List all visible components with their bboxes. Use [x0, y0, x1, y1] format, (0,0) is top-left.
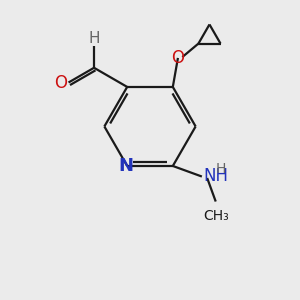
- Text: H: H: [88, 31, 100, 46]
- Text: H: H: [216, 162, 226, 176]
- Text: O: O: [54, 74, 67, 92]
- Text: NH: NH: [203, 167, 228, 185]
- Text: CH₃: CH₃: [203, 209, 229, 223]
- Text: N: N: [118, 157, 133, 175]
- Text: O: O: [171, 49, 184, 67]
